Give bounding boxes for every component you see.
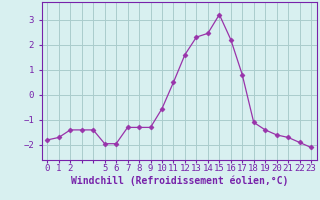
X-axis label: Windchill (Refroidissement éolien,°C): Windchill (Refroidissement éolien,°C)	[70, 176, 288, 186]
